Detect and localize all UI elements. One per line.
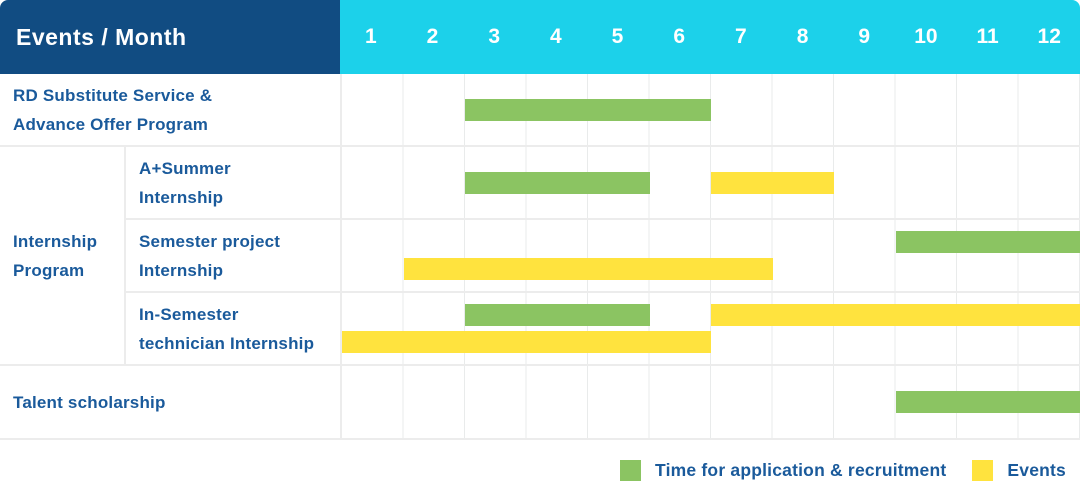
bar-line bbox=[342, 304, 1080, 326]
month-cell: 10 bbox=[914, 25, 938, 48]
month-cell: 4 bbox=[550, 25, 562, 48]
timeline-in-semester bbox=[340, 293, 1080, 366]
legend-label-application: Time for application & recruitment bbox=[655, 459, 947, 480]
timeline-a-summer bbox=[340, 147, 1080, 220]
row-label-in-semester: In-Semester technician Internship bbox=[124, 293, 340, 366]
bar-line bbox=[342, 391, 1080, 413]
gantt-bar-green bbox=[465, 304, 650, 326]
row-label-line: Internship bbox=[13, 231, 98, 251]
row-label-talent-scholarship: Talent scholarship bbox=[0, 366, 340, 440]
timeline-talent-scholarship bbox=[340, 366, 1080, 440]
legend-label-events: Events bbox=[1007, 459, 1066, 480]
row-label-line: Semester project bbox=[139, 231, 281, 251]
legend-item-application: Time for application & recruitment bbox=[620, 459, 947, 481]
gantt-bar-yellow bbox=[711, 304, 1080, 326]
row-label-line: Internship bbox=[139, 260, 224, 280]
row-label-line: Advance Offer Program bbox=[13, 114, 209, 134]
legend-swatch-green-icon bbox=[620, 459, 642, 481]
month-cell: 3 bbox=[488, 25, 501, 48]
gantt-bar-yellow bbox=[711, 171, 834, 194]
gantt-bar-green bbox=[465, 98, 711, 121]
bar-line bbox=[342, 231, 1080, 253]
row-label-a-summer: A+Summer Internship bbox=[124, 147, 340, 220]
timeline-semester-project bbox=[340, 220, 1080, 293]
row-label-line: RD Substitute Service & bbox=[13, 85, 213, 105]
legend: Time for application & recruitment Event… bbox=[620, 454, 1066, 486]
table-header: Events / Month 1 2 3 4 5 6 7 8 9 10 11 1… bbox=[0, 0, 1080, 74]
month-cell: 1 bbox=[364, 25, 377, 48]
month-cell: 6 bbox=[673, 25, 686, 48]
month-cell: 11 bbox=[976, 25, 999, 48]
gantt-bar-yellow bbox=[342, 331, 711, 353]
month-cell: 8 bbox=[796, 25, 809, 48]
timeline-rd-substitute bbox=[340, 74, 1080, 147]
row-label-line: Internship bbox=[139, 187, 224, 207]
bar-line bbox=[342, 258, 1080, 280]
row-label-rd-substitute: RD Substitute Service & Advance Offer Pr… bbox=[0, 74, 340, 147]
row-label-line: A+Summer bbox=[139, 158, 231, 178]
gantt-bar-green bbox=[465, 171, 650, 194]
bar-line bbox=[342, 171, 1080, 194]
month-cell: 2 bbox=[426, 25, 439, 48]
month-header-row: 1 2 3 4 5 6 7 8 9 10 11 12 bbox=[340, 0, 1080, 74]
events-month-header: Events / Month bbox=[0, 0, 340, 74]
gantt-body: RD Substitute Service & Advance Offer Pr… bbox=[0, 74, 1080, 440]
month-cell: 12 bbox=[1037, 25, 1061, 48]
month-cell: 7 bbox=[735, 25, 747, 48]
month-cell: 5 bbox=[611, 25, 624, 48]
row-label-line: In-Semester bbox=[139, 304, 239, 324]
row-label-line: Program bbox=[13, 260, 85, 280]
gantt-bar-green bbox=[895, 391, 1080, 413]
bar-line bbox=[342, 331, 1080, 353]
row-label-internship-program: Internship Program bbox=[0, 147, 124, 366]
row-label-line: technician Internship bbox=[139, 333, 315, 353]
gantt-bar-green bbox=[895, 231, 1080, 253]
legend-item-events: Events bbox=[972, 459, 1066, 481]
month-cell: 9 bbox=[858, 25, 871, 48]
row-label-semester-project: Semester project Internship bbox=[124, 220, 340, 293]
bar-line bbox=[342, 98, 1080, 121]
gantt-bar-yellow bbox=[403, 258, 773, 280]
legend-swatch-yellow-icon bbox=[972, 459, 994, 481]
row-label-line: Talent scholarship bbox=[13, 392, 166, 412]
